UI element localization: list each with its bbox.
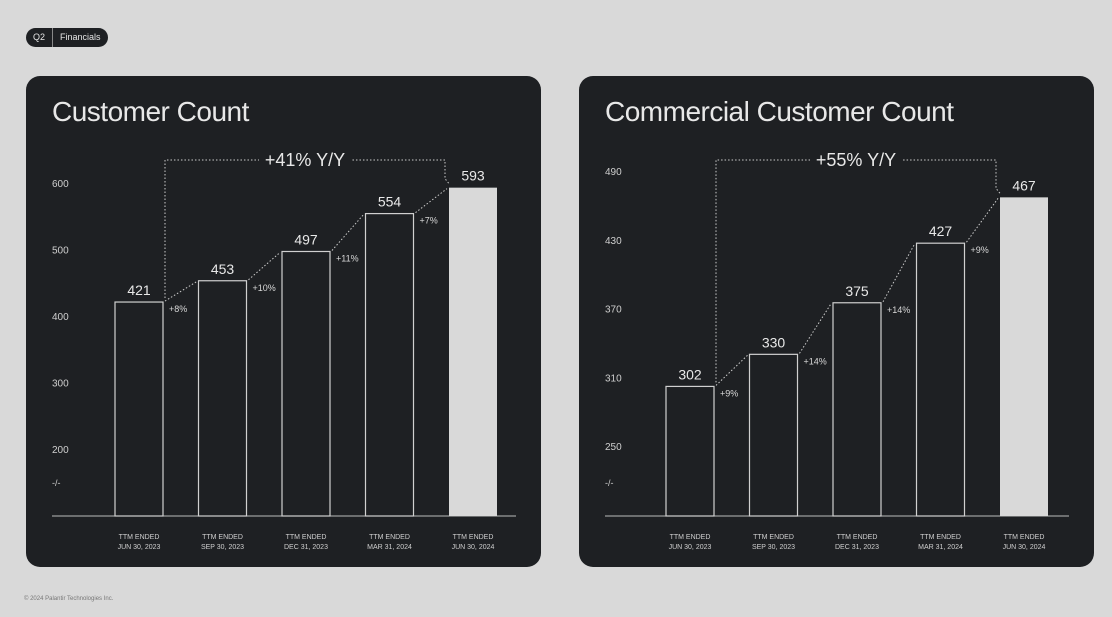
badge-divider xyxy=(52,28,54,47)
data-label: 375 xyxy=(845,283,869,299)
commercial-customer-count-card: Commercial Customer Count 490 430 370 310 25… xyxy=(579,76,1094,567)
y-tick-label: 370 xyxy=(605,305,622,316)
x-tick-label: TTM ENDED xyxy=(286,534,327,541)
data-label: 427 xyxy=(929,223,953,239)
growth-connector xyxy=(882,243,915,303)
bar xyxy=(281,250,331,517)
growth-label: +7% xyxy=(420,216,438,226)
data-label: 467 xyxy=(1012,177,1036,193)
x-tick-label: TTM ENDED xyxy=(670,534,711,541)
growth-label: +8% xyxy=(169,304,187,314)
bar xyxy=(114,301,164,517)
growth-label: +9% xyxy=(720,388,738,398)
bar xyxy=(665,385,715,517)
x-tick-label: JUN 30, 2024 xyxy=(452,544,495,551)
data-label: 302 xyxy=(678,366,702,382)
y-tick-label: 430 xyxy=(605,236,622,247)
yoy-label-bg xyxy=(810,148,902,170)
data-label: 554 xyxy=(378,194,402,210)
chart-title: Commercial Customer Count xyxy=(605,96,954,127)
x-tick-label: MAR 31, 2024 xyxy=(367,544,412,551)
x-tick-label: JUN 30, 2024 xyxy=(1003,544,1046,551)
y-tick-label: 200 xyxy=(52,445,69,456)
x-tick-label: JUN 30, 2023 xyxy=(669,544,712,551)
badge-section: Q2 xyxy=(33,32,46,42)
axis-break-icon: -/- xyxy=(52,478,61,488)
x-tick-label: TTM ENDED xyxy=(753,534,794,541)
x-tick-label: TTM ENDED xyxy=(1004,534,1045,541)
x-tick-label: TTM ENDED xyxy=(920,534,961,541)
growth-connector xyxy=(164,281,197,302)
x-tick-label: TTM ENDED xyxy=(119,534,160,541)
growth-connector xyxy=(248,252,281,281)
growth-label: +9% xyxy=(971,245,989,255)
bar xyxy=(197,280,248,517)
growth-connector xyxy=(715,354,748,386)
y-tick-label: 310 xyxy=(605,373,622,384)
yoy-label: +41% Y/Y xyxy=(265,150,345,170)
commercial-customer-count-chart: 490 430 370 310 250 -/- 302 TTM ENDED JUN 30, 20… xyxy=(605,148,1069,551)
x-tick-label: TTM ENDED xyxy=(369,534,410,541)
x-tick-label: JUN 30, 2023 xyxy=(118,544,161,551)
bar xyxy=(832,302,882,517)
data-label: 421 xyxy=(127,282,151,298)
yoy-label-bg xyxy=(259,148,351,170)
data-label: 453 xyxy=(211,261,235,277)
bar xyxy=(364,212,415,517)
copyright: © 2024 Palantir Technologies Inc. xyxy=(24,596,114,602)
chart-title: Customer Count xyxy=(52,96,249,127)
bar xyxy=(915,242,966,517)
bar xyxy=(449,187,497,516)
bar xyxy=(748,353,799,517)
x-tick-label: MAR 31, 2024 xyxy=(918,544,963,551)
data-label: 330 xyxy=(762,334,786,350)
growth-connector xyxy=(415,188,448,213)
x-tick-label: SEP 30, 2023 xyxy=(201,544,244,551)
growth-label: +14% xyxy=(804,356,827,366)
yoy-bracket xyxy=(164,159,450,299)
yoy-label: +55% Y/Y xyxy=(816,150,896,170)
customer-count-chart: 600 500 400 300 200 -/- 421 TTM ENDED JUN 30, 20… xyxy=(52,148,516,551)
customer-count-card: Customer Count 600 500 400 300 200 -/- 421 TTM … xyxy=(26,76,541,567)
y-tick-label: 490 xyxy=(605,167,622,178)
y-tick-label: 250 xyxy=(605,442,622,453)
growth-label: +10% xyxy=(253,283,276,293)
y-tick-label: 400 xyxy=(52,312,69,323)
growth-connector xyxy=(966,198,999,243)
y-tick-label: 300 xyxy=(52,379,69,390)
growth-label: +11% xyxy=(336,253,359,263)
yoy-bracket xyxy=(715,159,1001,383)
growth-connector xyxy=(799,303,832,354)
data-label: 497 xyxy=(294,231,318,247)
x-tick-label: TTM ENDED xyxy=(837,534,878,541)
growth-connector xyxy=(331,214,364,251)
axis-break-icon: -/- xyxy=(605,478,614,488)
y-tick-label: 600 xyxy=(52,179,69,190)
badge-label: Financials xyxy=(60,32,101,42)
bar xyxy=(1000,197,1048,516)
x-tick-label: TTM ENDED xyxy=(202,534,243,541)
x-tick-label: DEC 31, 2023 xyxy=(835,544,879,551)
x-tick-label: DEC 31, 2023 xyxy=(284,544,328,551)
growth-label: +14% xyxy=(887,305,910,315)
x-tick-label: SEP 30, 2023 xyxy=(752,544,795,551)
section-badge: Q2 Financials xyxy=(26,28,108,47)
y-tick-label: 500 xyxy=(52,246,69,257)
x-tick-label: TTM ENDED xyxy=(453,534,494,541)
data-label: 593 xyxy=(461,168,485,184)
